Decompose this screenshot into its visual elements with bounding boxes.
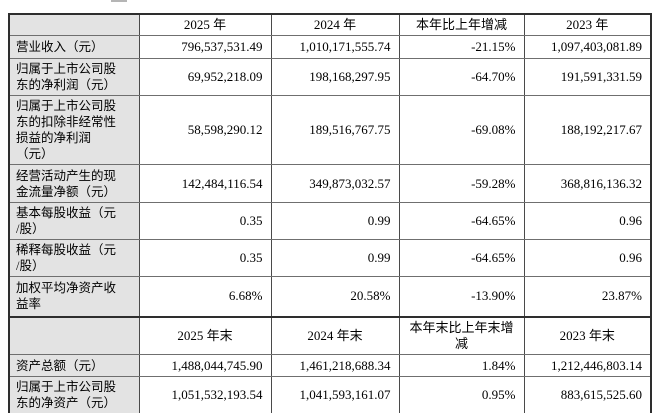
period-header-cell: 本年比上年增减	[398, 13, 525, 36]
row-label: 经营活动产生的现 金流量净额（元）	[8, 164, 140, 203]
table-row: 资产总额（元） 1,488,044,745.90 1,461,218,688.34 1…	[8, 354, 652, 377]
row-label: 加权平均净资产收 益率	[8, 276, 140, 317]
value-cell: 0.35	[138, 239, 272, 277]
value-cell: 1,097,403,081.89	[523, 35, 652, 59]
period-header-cell: 2023 年末	[523, 315, 652, 355]
period-header-cell: 2024 年	[270, 13, 400, 36]
value-cell: -64.70%	[398, 58, 525, 96]
table-row: 基本每股收益（元 /股） 0.35 0.99 -64.65% 0.96	[8, 202, 652, 240]
row-label: 资产总额（元）	[8, 354, 140, 377]
table-row: 归属于上市公司股 东的净资产（元） 1,051,532,193.54 1,041,5…	[8, 376, 652, 413]
value-cell: 1,051,532,193.54	[138, 376, 272, 413]
table-row: 归属于上市公司股 东的扣除非经常性 损益的净利润 （元） 58,598,290.1…	[8, 95, 652, 165]
value-cell: -69.08%	[398, 95, 525, 165]
clipped-text-artifact	[111, 0, 127, 2]
value-cell: 198,168,297.95	[270, 58, 400, 96]
value-cell: 189,516,767.75	[270, 95, 400, 165]
table-row: 营业收入（元） 796,537,531.49 1,010,171,555.74 -21…	[8, 35, 652, 59]
financial-summary-table: 2025 年 2024 年本年比上年增减 2023 年营业收入（元） 796,537,…	[8, 13, 652, 413]
value-cell: 20.58%	[270, 276, 400, 317]
value-cell: 23.87%	[523, 276, 652, 317]
value-cell: 349,873,032.57	[270, 164, 400, 203]
value-cell: 1,461,218,688.34	[270, 354, 400, 377]
value-cell: 0.95%	[398, 376, 525, 413]
value-cell: 796,537,531.49	[138, 35, 272, 59]
value-cell: 368,816,136.32	[523, 164, 652, 203]
row-label: 归属于上市公司股 东的扣除非经常性 损益的净利润 （元）	[8, 95, 140, 165]
row-label: 基本每股收益（元 /股）	[8, 202, 140, 240]
period-header-cell: 本年末比上年末增 减	[398, 315, 525, 355]
table-row: 稀释每股收益（元 /股） 0.35 0.99 -64.65% 0.96	[8, 239, 652, 277]
value-cell: 0.96	[523, 202, 652, 240]
value-cell: 1,010,171,555.74	[270, 35, 400, 59]
period-header-row: 2025 年末 2024 年末 本年末比上年末增 减 2023 年末	[8, 315, 652, 355]
row-label: 归属于上市公司股 东的净资产（元）	[8, 376, 140, 413]
value-cell: -59.28%	[398, 164, 525, 203]
value-cell: 69,952,218.09	[138, 58, 272, 96]
period-header-cell: 2025 年末	[138, 315, 272, 355]
value-cell: -13.90%	[398, 276, 525, 317]
value-cell: -21.15%	[398, 35, 525, 59]
period-header-cell: 2025 年	[138, 13, 272, 36]
value-cell: 191,591,331.59	[523, 58, 652, 96]
value-cell: 0.35	[138, 202, 272, 240]
value-cell: 0.99	[270, 202, 400, 240]
value-cell: 883,615,525.60	[523, 376, 652, 413]
period-header-cell: 2024 年末	[270, 315, 400, 355]
value-cell: 0.96	[523, 239, 652, 277]
value-cell: -64.65%	[398, 202, 525, 240]
row-label: 归属于上市公司股 东的净利润（元）	[8, 58, 140, 96]
row-label: 稀释每股收益（元 /股）	[8, 239, 140, 277]
value-cell: 0.99	[270, 239, 400, 277]
value-cell: 1,212,446,803.14	[523, 354, 652, 377]
period-header-row: 2025 年 2024 年本年比上年增减 2023 年	[8, 13, 652, 36]
value-cell: 188,192,217.67	[523, 95, 652, 165]
value-cell: 1,041,593,161.07	[270, 376, 400, 413]
table-row: 加权平均净资产收 益率 6.68% 20.58% -13.90% 23.87%	[8, 276, 652, 317]
header-corner-cell	[8, 315, 140, 355]
value-cell: -64.65%	[398, 239, 525, 277]
table-row: 归属于上市公司股 东的净利润（元） 69,952,218.09 198,168,29…	[8, 58, 652, 96]
header-corner-cell	[8, 13, 140, 36]
value-cell: 1.84%	[398, 354, 525, 377]
value-cell: 1,488,044,745.90	[138, 354, 272, 377]
financial-summary-table-body: 2025 年 2024 年本年比上年增减 2023 年营业收入（元） 796,537,…	[8, 13, 652, 413]
value-cell: 58,598,290.12	[138, 95, 272, 165]
value-cell: 6.68%	[138, 276, 272, 317]
period-header-cell: 2023 年	[523, 13, 652, 36]
table-row: 经营活动产生的现 金流量净额（元） 142,484,116.54 349,873,0…	[8, 164, 652, 203]
row-label: 营业收入（元）	[8, 35, 140, 59]
value-cell: 142,484,116.54	[138, 164, 272, 203]
